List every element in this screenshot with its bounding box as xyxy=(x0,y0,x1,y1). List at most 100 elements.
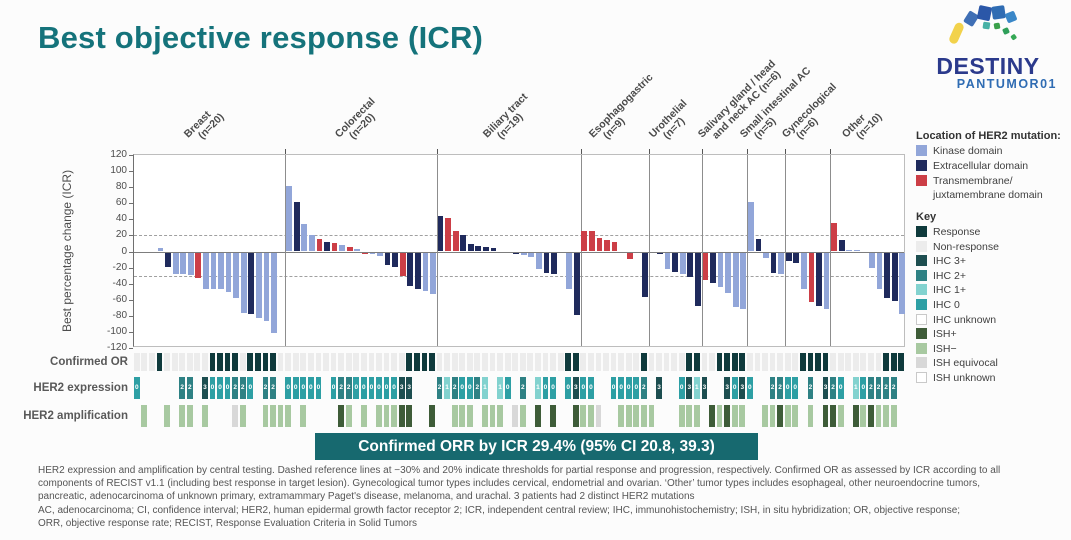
her2-expression-cell: 0 xyxy=(315,377,322,399)
confirmed-or-cell xyxy=(489,353,496,371)
y-tick-mark xyxy=(129,299,133,301)
confirmed-or-cell xyxy=(769,353,776,371)
legend-item: Response xyxy=(916,226,1068,238)
waterfall-bar xyxy=(838,240,845,252)
confirmed-or-cell xyxy=(360,353,367,371)
waterfall-bar xyxy=(876,252,883,289)
her2-amplification-cell xyxy=(270,405,276,427)
confirmed-or-cell xyxy=(739,353,746,371)
legend-item-label-2: juxtamembrane domain xyxy=(933,189,1043,201)
confirmed-or-cell xyxy=(504,353,511,371)
her2-amplification-cell xyxy=(202,405,208,427)
group-separator xyxy=(784,155,786,346)
her2-expression-cell: 3 xyxy=(656,377,662,399)
confirmed-or-cell xyxy=(292,353,299,371)
waterfall-bar xyxy=(543,252,550,273)
waterfall-bar xyxy=(414,252,421,289)
her2-expression-cell: 3 xyxy=(406,377,413,399)
legend-chip xyxy=(916,240,927,252)
waterfall-bar xyxy=(187,252,194,276)
confirmed-or-cell xyxy=(224,353,231,371)
her2-expression-cell: 1 xyxy=(693,377,700,399)
confirmed-or-cell xyxy=(141,353,148,371)
her2-amplification-cell xyxy=(739,405,746,427)
confirmed-or-cell xyxy=(527,353,534,371)
her2-expression-cell: 0 xyxy=(618,377,625,399)
waterfall-bar xyxy=(687,252,694,278)
y-tick-mark xyxy=(129,203,133,205)
y-tick-label: 60 xyxy=(115,197,127,209)
her2-expression-cell: 0 xyxy=(542,377,549,399)
her2-expression-cell: 0 xyxy=(133,377,140,399)
waterfall-bar xyxy=(884,252,890,299)
legend-item: IHC unknown xyxy=(916,313,1068,326)
confirmed-or-cell xyxy=(262,353,269,371)
waterfall-plot: 120 100 80 60 40 20 0 -20 -40 -60 -80 -100 -120 Breas… xyxy=(107,58,906,353)
waterfall-bar xyxy=(203,252,209,290)
confirmed-or-label: Confirmed OR xyxy=(50,356,128,368)
legend-item-label: Non-response xyxy=(933,240,999,253)
confirmed-or-cell xyxy=(625,353,632,371)
confirmed-or-cell xyxy=(595,353,602,371)
her2-amplification-cell xyxy=(868,405,874,427)
confirmed-or-cell xyxy=(345,353,352,371)
confirmed-or-cell xyxy=(663,353,670,371)
waterfall-bar xyxy=(460,234,467,252)
her2-amplification-cell xyxy=(239,405,246,427)
waterfall-bar xyxy=(808,252,815,302)
legend-item: ISH unknown xyxy=(916,371,1068,384)
confirmed-or-cell xyxy=(368,353,375,371)
group-separator xyxy=(580,155,582,346)
confirmed-or-cell xyxy=(421,353,428,371)
her2-amplification-cell xyxy=(141,405,148,427)
her2-expression-cell: 2 xyxy=(640,377,647,399)
waterfall-bar xyxy=(361,252,368,254)
waterfall-bar xyxy=(369,252,376,255)
confirmed-or-cell xyxy=(232,353,239,371)
waterfall-bar xyxy=(346,247,353,252)
her2-amplification-cell xyxy=(459,405,466,427)
waterfall-bar xyxy=(384,252,391,266)
her2-expression-cell: 0 xyxy=(860,377,867,399)
waterfall-bar xyxy=(747,202,754,252)
waterfall-bar xyxy=(763,252,769,259)
her2-expression-cell: 0 xyxy=(247,377,254,399)
her2-amplification-cell xyxy=(383,405,390,427)
confirmed-or-cell xyxy=(542,353,549,371)
waterfall-bar xyxy=(778,252,784,275)
her2-amplification-cell xyxy=(277,405,284,427)
her2-expression-cell: 0 xyxy=(292,377,299,399)
her2-expression-cell: 0 xyxy=(353,377,360,399)
her2-expression-cell: 2 xyxy=(451,377,458,399)
confirmed-or-row xyxy=(133,353,905,371)
her2-expression-cell: 0 xyxy=(391,377,397,399)
waterfall-bar xyxy=(679,252,686,275)
legend-item-label: Response xyxy=(933,226,981,238)
waterfall-bar xyxy=(331,242,338,252)
confirmed-or-cell xyxy=(323,353,329,371)
legend-item: IHC 3+ xyxy=(916,255,1068,267)
confirmed-or-cell xyxy=(724,353,731,371)
waterfall-bar xyxy=(286,185,293,252)
y-tick-label: -60 xyxy=(112,293,127,305)
mutation-legend-items: Kinase domain Extracellular domain Transme… xyxy=(916,145,1068,201)
her2-amplification-cell xyxy=(769,405,776,427)
her2-amplification-cell xyxy=(822,405,829,427)
confirmed-or-cell xyxy=(535,353,541,371)
confirmed-or-cell xyxy=(413,353,420,371)
confirmed-or-cell xyxy=(459,353,466,371)
confirmed-or-cell xyxy=(883,353,889,371)
waterfall-bar xyxy=(520,252,527,255)
her2-amplification-cell xyxy=(466,405,473,427)
confirmed-or-cell xyxy=(603,353,609,371)
confirmed-or-cell xyxy=(519,353,526,371)
her2-amplification-cell xyxy=(852,405,859,427)
legend-chip xyxy=(916,357,927,369)
legend-item: IHC 2+ xyxy=(916,269,1068,282)
waterfall-bar xyxy=(248,252,255,315)
her2-amplification-cell xyxy=(595,405,602,427)
her2-expression-cell: 2 xyxy=(519,377,526,399)
group-separator xyxy=(285,155,287,346)
confirmed-or-cell xyxy=(383,353,390,371)
y-tick-label: 120 xyxy=(110,149,127,160)
